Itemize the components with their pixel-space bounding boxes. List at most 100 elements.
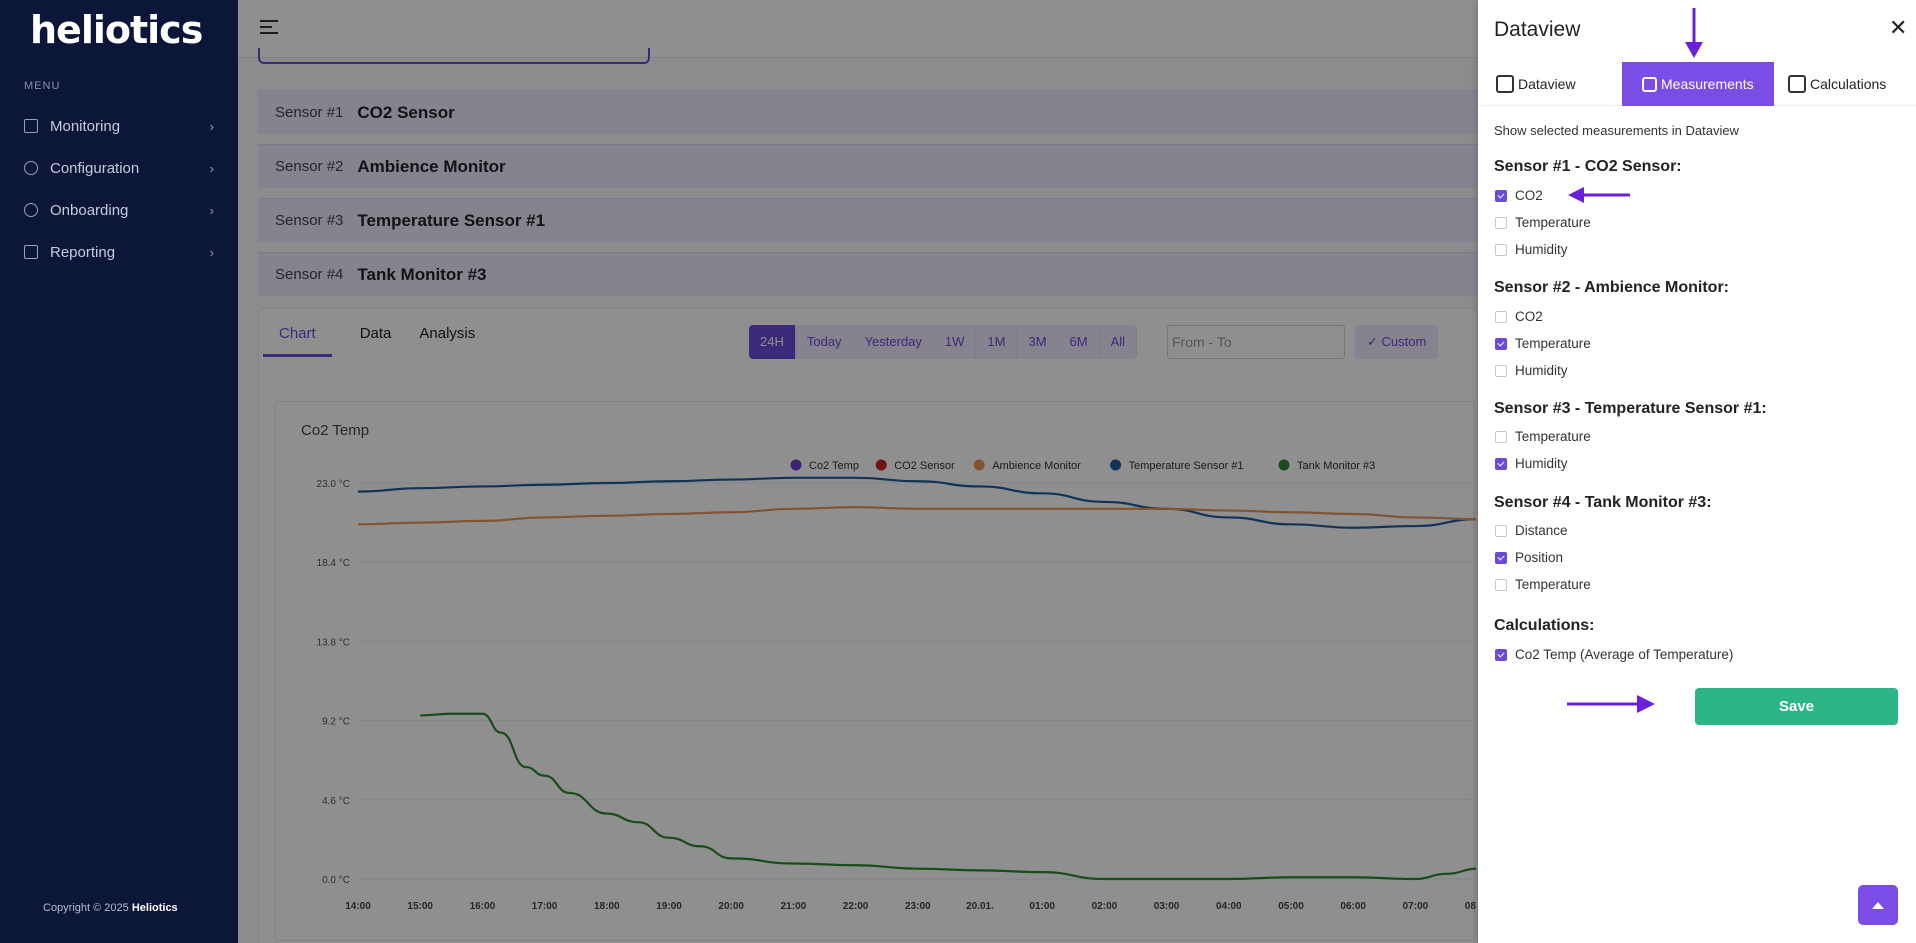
checkbox-label: CO2 [1515,188,1543,203]
checkbox-checked-icon[interactable] [1495,551,1507,564]
x-tick-label: 16:00 [470,901,496,912]
range-yesterday-button[interactable]: Yesterday [853,325,934,359]
tab-analysis[interactable]: Analysis [419,325,476,342]
y-tick-label: 4.6 °C [322,796,350,807]
sidebar-item-onboarding[interactable]: Onboarding › [24,198,214,222]
tab-label: Dataview [1518,76,1576,92]
sidebar-item-reporting[interactable]: Reporting › [24,240,214,264]
range-1m-button[interactable]: 1M [976,325,1018,359]
checkbox-icon[interactable] [1495,430,1507,443]
measurement-checkbox[interactable]: Temperature [1495,336,1591,351]
checkbox-label: Temperature [1515,577,1591,592]
x-tick-label: 04:00 [1216,901,1242,912]
measurement-checkbox[interactable]: Temperature [1495,577,1591,592]
sensor-number: Sensor #1 [275,104,344,121]
chevron-right-icon: › [209,202,214,218]
y-tick-label: 23.0 °C [317,479,350,490]
series-line [357,476,1476,529]
measurement-checkbox[interactable]: Co2 Temp (Average of Temperature) [1495,647,1733,662]
measurement-checkbox[interactable]: Humidity [1495,363,1568,378]
tab-calculations[interactable]: Calculations [1774,62,1916,106]
tab-dataview[interactable]: Dataview [1478,62,1622,106]
caret-up-icon [1872,901,1884,909]
measurement-checkbox[interactable]: Temperature [1495,429,1591,444]
sensor-name: CO2 Sensor [357,102,455,122]
measurement-checkbox[interactable]: Humidity [1495,242,1568,257]
y-tick-label: 9.2 °C [322,717,350,728]
series-line [357,506,1476,526]
sidebar-item-monitoring[interactable]: Monitoring › [24,114,214,138]
modal-backdrop[interactable] [238,0,1478,943]
measurement-checkbox[interactable]: Humidity [1495,456,1568,471]
sensor-row-2[interactable]: Sensor #2 Ambience Monitor [258,144,1478,188]
range-1w-button[interactable]: 1W [933,325,977,359]
sensor-number: Sensor #2 [275,158,344,175]
checkbox-label: Temperature [1515,215,1591,230]
series-line [420,712,1476,881]
legend-marker [1110,459,1122,471]
view-tabs: Chart Data Analysis [263,325,503,357]
x-tick-label: 20.01. [966,901,994,912]
measurement-checkbox[interactable]: Temperature [1495,215,1591,230]
save-button[interactable]: Save [1695,688,1898,725]
annotation-arrow-right-icon [1567,695,1655,713]
report-icon [24,245,38,259]
measurement-checkbox[interactable]: CO2 [1495,309,1543,324]
sensor-number: Sensor #3 [275,212,344,229]
date-range-input[interactable]: From - To [1167,325,1345,359]
sensor-row-4[interactable]: Sensor #4 Tank Monitor #3 [258,252,1478,296]
search-input[interactable] [258,48,650,64]
close-icon[interactable]: ✕ [1889,15,1908,40]
sensor-name: Ambience Monitor [357,156,506,176]
checkbox-icon[interactable] [1495,243,1507,256]
measurement-checkbox[interactable]: CO2 [1495,188,1543,203]
chart-plot: 23.0 °C 18.4 °C 13.8 °C 9.2 °C 4.6 °C 0.0 °C 1… [275,401,1476,941]
chart-card: Chart Data Analysis 24H Today Yesterday … [258,308,1478,943]
y-tick-label: 13.8 °C [317,637,350,648]
onboarding-icon [24,203,38,217]
tab-measurements[interactable]: Measurements [1622,62,1774,106]
chart-icon [24,119,38,133]
chip-icon [1496,75,1514,93]
range-24h-button[interactable]: 24H [749,325,796,359]
x-tick-label: 07:00 [1403,901,1429,912]
measurement-checkbox[interactable]: Distance [1495,523,1568,538]
range-6m-button[interactable]: 6M [1058,325,1100,359]
checkbox-icon[interactable] [1495,216,1507,229]
scroll-to-top-button[interactable] [1858,885,1898,925]
sidebar: heliotics MENU Monitoring › Configuratio… [0,0,238,943]
checkbox-checked-icon[interactable] [1495,648,1507,661]
legend-marker [875,459,887,471]
tab-data[interactable]: Data [359,325,392,342]
sidebar-item-configuration[interactable]: Configuration › [24,156,214,180]
heliotics-logo[interactable]: heliotics [30,8,203,52]
menu-toggle-icon[interactable] [260,20,278,34]
sensor-row-3[interactable]: Sensor #3 Temperature Sensor #1 [258,198,1478,242]
sensor-row-1[interactable]: Sensor #1 CO2 Sensor [258,90,1478,134]
checkbox-checked-icon[interactable] [1495,457,1507,470]
panel-tabs: Dataview Measurements Calculations [1478,62,1916,106]
chart-title: Co2 Temp [301,422,370,439]
range-3m-button[interactable]: 3M [1017,325,1059,359]
x-tick-label: 18:00 [594,901,620,912]
group-heading: Sensor #2 - Ambience Monitor: [1494,279,1729,296]
checkbox-icon[interactable] [1495,310,1507,323]
custom-range-button[interactable]: ✓ Custom [1355,325,1439,359]
x-tick-label: 22:00 [843,901,869,912]
measurements-icon [1642,76,1657,92]
legend-label: Ambience Monitor [992,460,1081,472]
x-tick-label: 23:00 [905,901,931,912]
x-tick-label: 14:00 [345,901,371,912]
tab-chart[interactable]: Chart [263,325,332,357]
range-all-button[interactable]: All [1099,325,1138,359]
x-tick-label: 08:00 [1465,901,1476,912]
measurement-checkbox[interactable]: Position [1495,550,1563,565]
chevron-right-icon: › [209,244,214,260]
checkbox-icon[interactable] [1495,578,1507,591]
chart-svg: 23.0 °C 18.4 °C 13.8 °C 9.2 °C 4.6 °C 0.0 °C 1… [317,459,1476,912]
checkbox-checked-icon[interactable] [1495,337,1507,350]
checkbox-checked-icon[interactable] [1495,189,1507,202]
checkbox-icon[interactable] [1495,364,1507,377]
checkbox-icon[interactable] [1495,524,1507,537]
range-today-button[interactable]: Today [795,325,854,359]
